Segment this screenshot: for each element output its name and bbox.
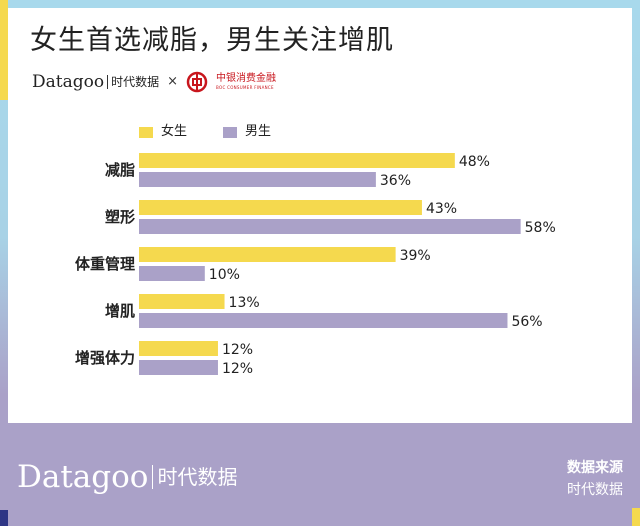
category-label: 增肌 xyxy=(105,302,135,320)
category-label: 减脂 xyxy=(105,161,135,179)
data-label-male: 56% xyxy=(511,314,542,330)
bar-male xyxy=(139,313,508,328)
bar-male xyxy=(139,360,218,375)
partner-name: 中银消费金融 xyxy=(216,73,277,84)
legend-swatch-male xyxy=(223,126,237,138)
bar-female xyxy=(139,294,225,309)
bar-female xyxy=(139,341,218,356)
partner-block: 中银消费金融 BOC CONSUMER FINANCE xyxy=(216,73,276,91)
datagoo-logo: Datagoo 时代数据 xyxy=(32,71,159,93)
category-label: 增强体力 xyxy=(75,349,135,367)
yellow-accent-stripe-right xyxy=(632,508,640,526)
legend-female: 女生 xyxy=(139,124,187,140)
partner-name-en: BOC CONSUMER FINANCE xyxy=(216,85,274,90)
category-label: 体重管理 xyxy=(75,255,135,273)
bar-female xyxy=(139,247,396,262)
data-label-female: 39% xyxy=(400,248,431,264)
chart-panel xyxy=(8,8,632,423)
footer-logo-text: Datagoo xyxy=(17,459,149,495)
footer-logo-cn: 时代数据 xyxy=(152,465,237,489)
category-label: 塑形 xyxy=(105,208,135,226)
brand-row: Datagoo 时代数据 × 中银消费金融 BOC CONSUMER FINANC… xyxy=(32,70,276,94)
data-label-female: 43% xyxy=(426,201,457,217)
bar-male xyxy=(139,172,376,187)
navy-accent-stripe xyxy=(0,510,8,526)
source-title: 数据来源 xyxy=(567,460,623,476)
logo-cn: 时代数据 xyxy=(107,75,159,89)
legend-label-male: 男生 xyxy=(245,124,272,139)
bar-male xyxy=(139,219,521,234)
collab-x: × xyxy=(167,74,179,89)
data-label-female: 13% xyxy=(229,295,260,311)
source-value: 时代数据 xyxy=(567,482,623,498)
page-title: 女生首选减脂，男生关注增肌 xyxy=(30,25,394,56)
legend-label-female: 女生 xyxy=(161,124,188,139)
data-label-male: 58% xyxy=(525,220,556,236)
legend-swatch-female xyxy=(139,126,153,138)
data-label-male: 12% xyxy=(222,361,253,377)
bar-female xyxy=(139,200,422,215)
logo-text: Datagoo xyxy=(32,72,105,92)
bar-male xyxy=(139,266,205,281)
data-label-male: 10% xyxy=(209,267,240,283)
data-label-male: 36% xyxy=(380,173,411,189)
bar-female xyxy=(139,153,455,168)
legend-male: 男生 xyxy=(223,124,271,140)
data-label-female: 48% xyxy=(459,154,490,170)
data-label-female: 12% xyxy=(222,342,253,358)
boc-logo-icon xyxy=(186,71,208,93)
footer-logo: Datagoo 时代数据 xyxy=(17,458,237,496)
yellow-accent-stripe xyxy=(0,0,8,100)
